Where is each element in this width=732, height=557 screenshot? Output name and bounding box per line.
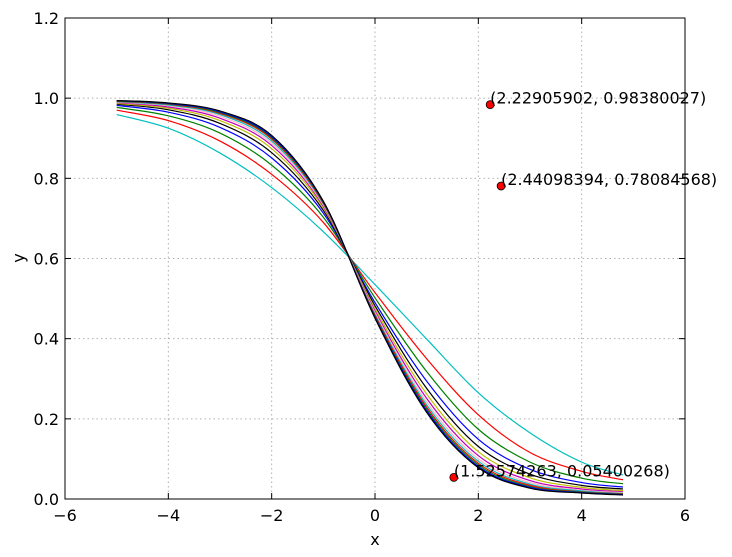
y-tick-label: 0.6 — [34, 250, 59, 269]
annotated-points: (2.22905902, 0.98380027) (2.44098394, 0.7… — [449, 89, 717, 482]
series-line-8 — [116, 101, 624, 494]
series-line-13 — [116, 99, 624, 496]
point-label-3: (1.52574263, 0.05400268) — [454, 461, 670, 480]
series-line-6 — [116, 102, 624, 492]
x-axis-label: x — [370, 530, 379, 549]
x-tick-label: −2 — [260, 506, 284, 525]
series-line-1 — [116, 114, 624, 476]
series-line-4 — [116, 104, 624, 488]
series-group — [116, 99, 624, 496]
annotated-point-1 — [485, 100, 495, 110]
annotated-point-3 — [449, 472, 459, 482]
annotated-point-2 — [496, 181, 506, 191]
y-tick-label: 0.2 — [34, 410, 59, 429]
series-line-3 — [116, 106, 624, 485]
y-tick-label: 0.4 — [34, 330, 59, 349]
x-tick-label: −4 — [157, 506, 181, 525]
y-tick-label: 0.8 — [34, 169, 59, 188]
series-line-5 — [116, 103, 624, 490]
series-line-2 — [116, 109, 624, 481]
x-tick-label: 4 — [577, 506, 587, 525]
grid-lines — [65, 18, 685, 499]
axis-ticks: −6 −4 −2 0 2 4 6 0.0 0.2 0.4 0.6 0.8 1.0 1.2 — [34, 9, 691, 525]
x-tick-label: −6 — [53, 506, 77, 525]
x-tick-label: 6 — [680, 506, 690, 525]
y-axis-label: y — [9, 253, 28, 262]
y-tick-label: 1.2 — [34, 9, 59, 28]
y-tick-label: 1.0 — [34, 89, 59, 108]
y-tick-label: 0.0 — [34, 490, 59, 509]
series-line-7 — [116, 101, 624, 493]
x-tick-label: 0 — [370, 506, 380, 525]
point-label-1: (2.22905902, 0.98380027) — [490, 89, 706, 108]
point-label-2: (2.44098394, 0.78084568) — [501, 170, 717, 189]
x-tick-label: 2 — [473, 506, 483, 525]
